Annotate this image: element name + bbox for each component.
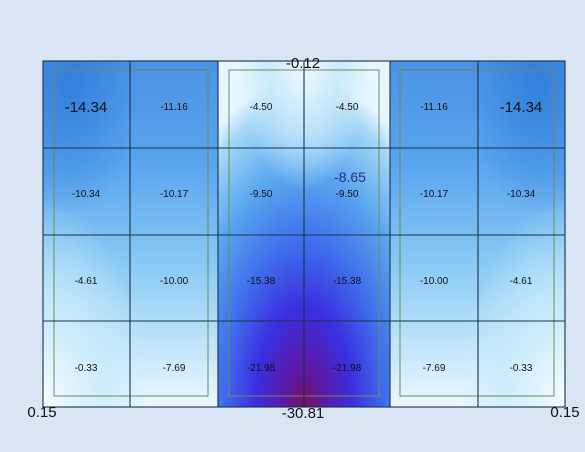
cell-value-r4c4: -21.98 bbox=[333, 363, 362, 374]
cell-value-r1c5: -11.16 bbox=[420, 102, 448, 113]
cell-value-r1c1: -14.34 bbox=[65, 99, 108, 116]
cell-value-r2c1: -10.34 bbox=[72, 189, 101, 200]
cell-value-r3c4: -15.38 bbox=[333, 276, 362, 287]
inner-center-value: -8.65 bbox=[334, 169, 366, 185]
cell-value-r4c2: -7.69 bbox=[163, 363, 186, 374]
cell-value-r4c1: -0.33 bbox=[75, 363, 98, 374]
cell-value-r1c2: -11.16 bbox=[160, 102, 188, 113]
top-center-value: -0.12 bbox=[286, 55, 320, 72]
cell-value-r3c6: -4.61 bbox=[510, 276, 533, 287]
cell-value-r3c5: -10.00 bbox=[420, 276, 449, 287]
edge-labels: -0.12 -8.65 -30.81 0.15 0.15 bbox=[27, 55, 579, 422]
bottom-center-value: -30.81 bbox=[282, 405, 325, 422]
cell-value-r2c2: -10.17 bbox=[160, 189, 189, 200]
right-panel-border bbox=[399, 69, 555, 397]
left-panel-border bbox=[53, 69, 209, 397]
cell-value-r2c5: -10.17 bbox=[420, 189, 449, 200]
cell-value-r1c3: -4.50 bbox=[250, 102, 273, 113]
cell-value-r1c4: -4.50 bbox=[336, 102, 359, 113]
cell-value-r3c3: -15.38 bbox=[247, 276, 276, 287]
cell-value-r2c3: -9.50 bbox=[250, 189, 273, 200]
cell-value-r4c3: -21.98 bbox=[247, 363, 276, 374]
bottom-left-value: 0.15 bbox=[27, 404, 56, 421]
cell-value-r3c2: -10.00 bbox=[160, 276, 189, 287]
cell-value-r2c4: -9.50 bbox=[336, 189, 359, 200]
cell-value-r3c1: -4.61 bbox=[75, 276, 98, 287]
cell-value-r1c6: -14.34 bbox=[500, 99, 543, 116]
cell-labels: -14.34 -11.16 -4.50 -4.50 -11.16 -14.34 … bbox=[65, 99, 543, 374]
bottom-right-value: 0.15 bbox=[550, 404, 579, 421]
cell-value-r4c6: -0.33 bbox=[510, 363, 533, 374]
cell-value-r4c5: -7.69 bbox=[423, 363, 446, 374]
cell-value-r2c6: -10.34 bbox=[507, 189, 536, 200]
mesh-grid bbox=[42, 60, 566, 408]
